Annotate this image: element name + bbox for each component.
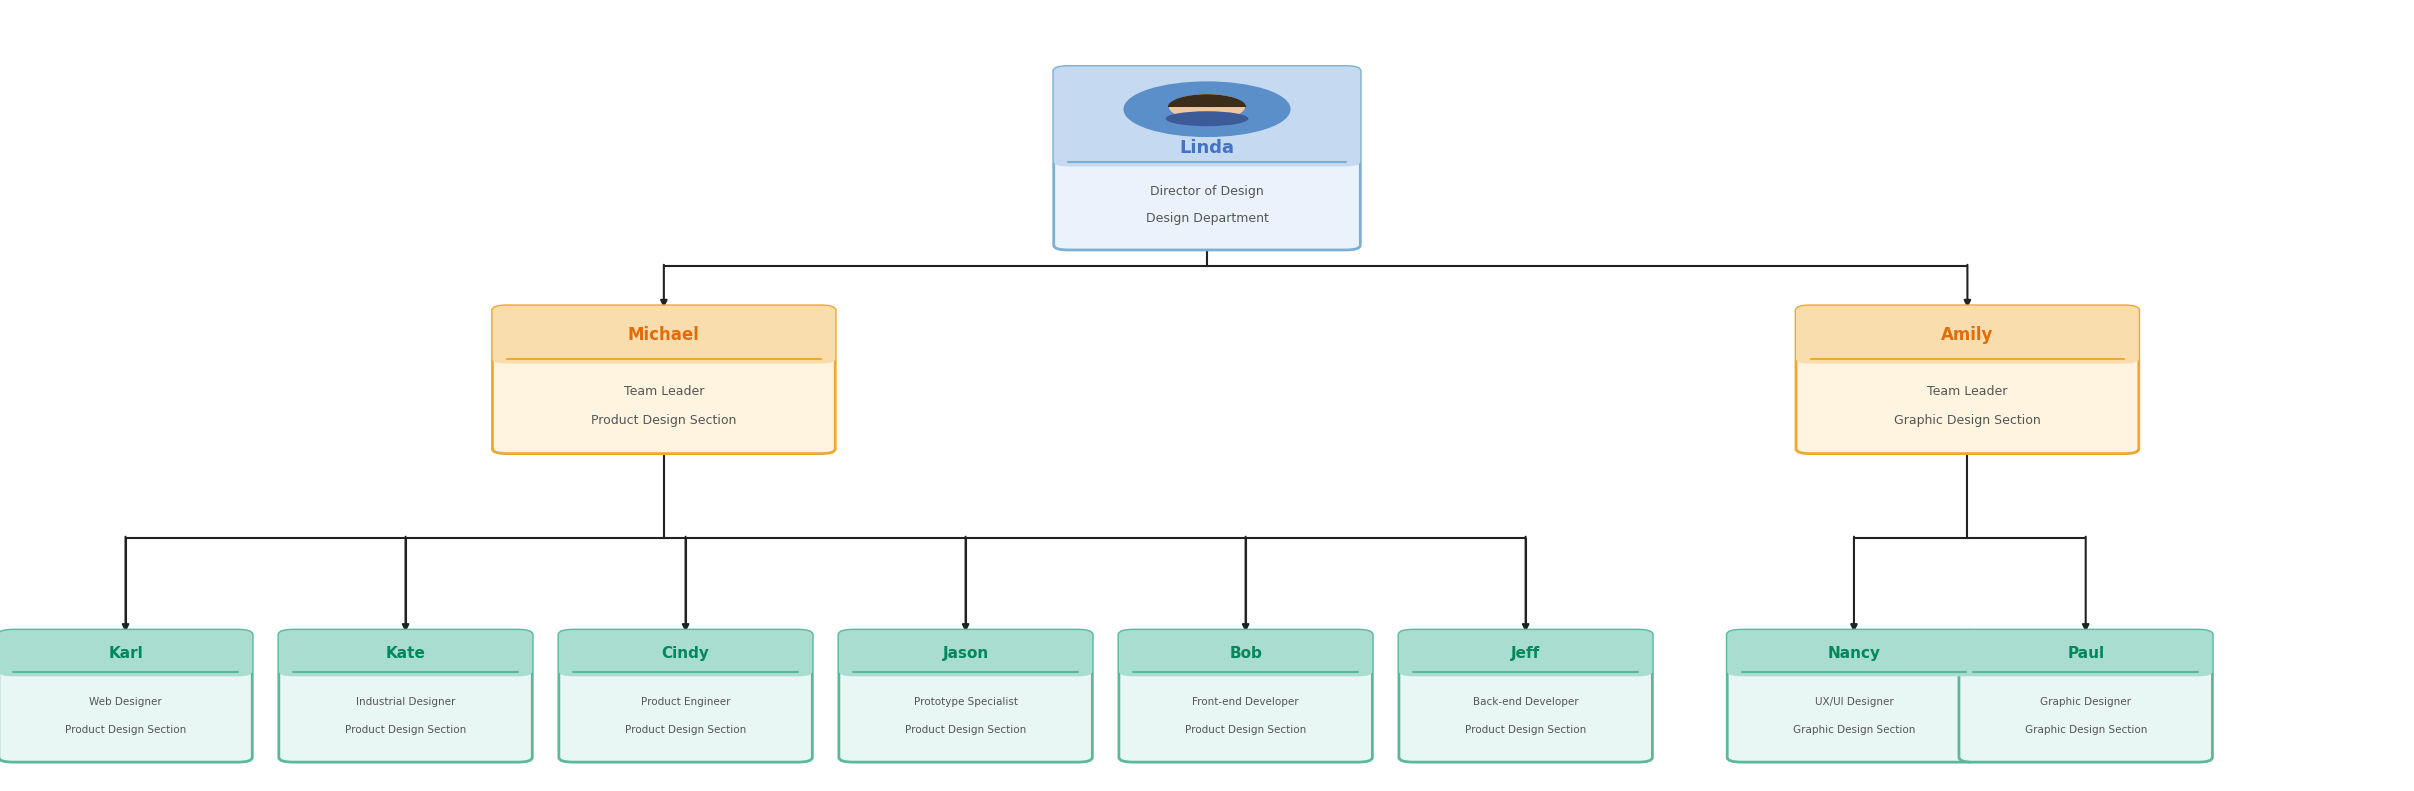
Bar <box>295 653 519 672</box>
FancyBboxPatch shape <box>1960 630 2211 676</box>
Text: Michael: Michael <box>628 326 700 344</box>
Text: Graphic Design Section: Graphic Design Section <box>2025 725 2146 735</box>
FancyBboxPatch shape <box>1400 630 1651 763</box>
Text: Product Design Section: Product Design Section <box>905 725 1026 735</box>
Bar <box>1972 653 2197 672</box>
FancyBboxPatch shape <box>0 630 251 676</box>
Bar <box>12 653 237 672</box>
Text: Prototype Specialist: Prototype Specialist <box>912 698 1019 707</box>
FancyBboxPatch shape <box>840 630 1091 763</box>
FancyBboxPatch shape <box>1960 630 2211 763</box>
FancyBboxPatch shape <box>1728 630 1979 676</box>
Text: Product Design Section: Product Design Section <box>591 414 736 426</box>
Text: Web Designer: Web Designer <box>89 698 162 707</box>
Text: Amily: Amily <box>1941 326 1994 344</box>
Text: Nancy: Nancy <box>1827 645 1881 660</box>
Text: Cindy: Cindy <box>661 645 710 660</box>
Text: Paul: Paul <box>2066 645 2105 660</box>
Text: Bob: Bob <box>1229 645 1263 660</box>
FancyBboxPatch shape <box>492 305 835 454</box>
FancyBboxPatch shape <box>278 630 531 763</box>
Text: Kate: Kate <box>386 645 425 660</box>
Text: Product Design Section: Product Design Section <box>65 725 186 735</box>
Text: Linda: Linda <box>1180 139 1234 157</box>
Bar <box>507 335 821 359</box>
Text: Back-end Developer: Back-end Developer <box>1473 698 1579 707</box>
Bar <box>1135 653 1357 672</box>
FancyBboxPatch shape <box>1053 66 1361 166</box>
Bar <box>1810 335 2124 359</box>
Text: Product Design Section: Product Design Section <box>1185 725 1306 735</box>
Ellipse shape <box>1166 112 1248 126</box>
FancyBboxPatch shape <box>1120 630 1371 676</box>
Text: Industrial Designer: Industrial Designer <box>355 698 456 707</box>
Circle shape <box>1171 95 1243 119</box>
Bar <box>1067 116 1345 161</box>
Text: Graphic Design Section: Graphic Design Section <box>1794 725 1914 735</box>
Bar <box>1415 653 1637 672</box>
FancyBboxPatch shape <box>278 630 531 676</box>
Circle shape <box>1125 82 1289 136</box>
FancyBboxPatch shape <box>0 630 251 763</box>
Bar <box>572 653 797 672</box>
Text: Team Leader: Team Leader <box>1926 384 2008 398</box>
Text: Product Design Section: Product Design Section <box>1465 725 1586 735</box>
FancyBboxPatch shape <box>840 630 1091 676</box>
Wedge shape <box>1168 94 1246 107</box>
FancyBboxPatch shape <box>1796 305 2139 454</box>
Bar <box>855 653 1077 672</box>
FancyBboxPatch shape <box>1400 630 1651 676</box>
FancyBboxPatch shape <box>1053 66 1361 250</box>
Text: Product Design Section: Product Design Section <box>625 725 746 735</box>
Text: Jason: Jason <box>941 645 990 660</box>
Text: Product Engineer: Product Engineer <box>640 698 731 707</box>
Text: Graphic Designer: Graphic Designer <box>2040 698 2132 707</box>
Text: Product Design Section: Product Design Section <box>345 725 466 735</box>
FancyBboxPatch shape <box>1728 630 1979 763</box>
Text: Graphic Design Section: Graphic Design Section <box>1895 414 2040 426</box>
Text: Jeff: Jeff <box>1511 645 1540 660</box>
Text: Design Department: Design Department <box>1147 212 1267 225</box>
Text: Team Leader: Team Leader <box>623 384 705 398</box>
FancyBboxPatch shape <box>492 305 835 364</box>
FancyBboxPatch shape <box>558 630 811 676</box>
Text: Front-end Developer: Front-end Developer <box>1193 698 1299 707</box>
Text: UX/UI Designer: UX/UI Designer <box>1815 698 1893 707</box>
FancyBboxPatch shape <box>1120 630 1371 763</box>
Text: Director of Design: Director of Design <box>1149 185 1265 199</box>
FancyBboxPatch shape <box>558 630 811 763</box>
Bar <box>1740 653 1965 672</box>
FancyBboxPatch shape <box>1796 305 2139 364</box>
Text: Karl: Karl <box>109 645 142 660</box>
